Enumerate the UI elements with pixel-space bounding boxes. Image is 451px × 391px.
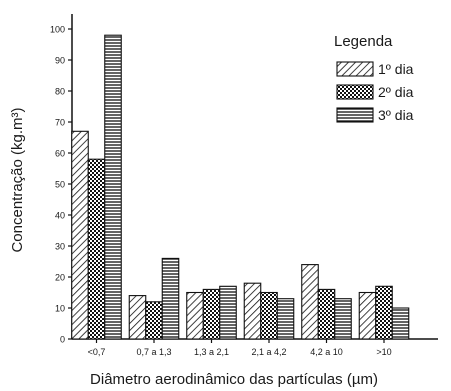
bar-1 (301, 264, 319, 340)
bar-1 (358, 291, 377, 340)
bar-3 (219, 285, 237, 340)
y-tick-label: 90 (55, 56, 65, 66)
x-tick-label: >10 (376, 347, 391, 357)
bar-2 (375, 285, 393, 340)
x-tick-label: 4,2 a 10 (310, 347, 343, 357)
y-tick-label: 0 (60, 335, 65, 345)
bar-2 (260, 291, 278, 340)
y-tick-label: 20 (55, 273, 65, 283)
bar-2 (317, 288, 336, 340)
bar-2 (145, 301, 163, 340)
x-tick-label: <0,7 (88, 347, 106, 357)
legend-swatch-3 (336, 107, 374, 123)
legend-swatch-2 (336, 84, 374, 100)
bar-3 (104, 34, 122, 340)
y-axis-title: Concentração (kg.m³) (9, 107, 26, 252)
x-tick-label: 2,1 a 4,2 (251, 347, 286, 357)
x-axis-title: Diâmetro aerodinâmico das partículas (µm… (90, 371, 378, 388)
x-tick-label: 0,7 a 1,3 (136, 347, 171, 357)
x-axis-ticks: <0,7 0,7 a 1,3 1,3 a 2,1 2,1 a 4,2 4,2 a 10 >… (88, 339, 392, 357)
legend-label-2: 2º dia (378, 84, 414, 100)
bar-3 (276, 298, 295, 340)
legend-label-1: 1º dia (378, 61, 414, 77)
x-tick-label: 1,3 a 2,1 (194, 347, 229, 357)
bar-2 (87, 158, 106, 340)
bar-3 (334, 298, 352, 340)
y-tick-label: 10 (55, 304, 65, 314)
bars (71, 34, 410, 340)
bar-1 (128, 295, 147, 340)
y-tick-label: 50 (55, 180, 65, 190)
y-tick-label: 100 (50, 25, 65, 35)
y-axis-ticks: 0 10 20 30 40 50 60 70 80 90 100 (50, 25, 72, 345)
legend-title: Legenda (334, 33, 393, 50)
legend-swatch-1 (336, 61, 374, 77)
y-tick-label: 70 (55, 118, 65, 128)
y-tick-label: 30 (55, 242, 65, 252)
legend-label-3: 3º dia (378, 107, 414, 123)
bar-2 (202, 288, 221, 340)
bar-1 (71, 130, 89, 340)
legend: Legenda 1º dia 2º dia 3º dia (334, 33, 414, 123)
y-tick-label: 60 (55, 149, 65, 159)
y-tick-label: 80 (55, 87, 65, 97)
bar-1 (186, 291, 204, 340)
bar-3 (161, 257, 180, 340)
bar-1 (243, 282, 262, 340)
y-tick-label: 40 (55, 211, 65, 221)
bar-3 (391, 307, 410, 340)
